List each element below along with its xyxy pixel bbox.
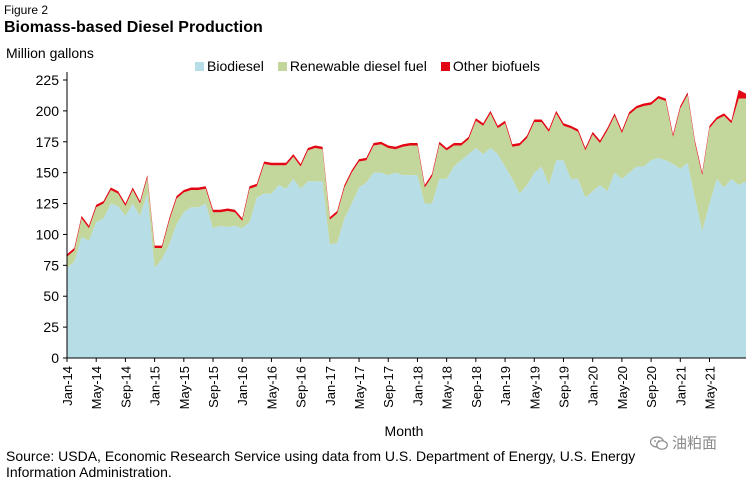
y-axis-label: Million gallons <box>6 45 94 61</box>
legend-swatch-renewable-diesel <box>277 61 287 71</box>
x-tick-label: Jan-15 <box>148 366 163 406</box>
legend-label-other-biofuels: Other biofuels <box>452 58 540 74</box>
x-tick-label: Sep-15 <box>206 366 221 408</box>
y-tick-label: 0 <box>51 350 59 366</box>
x-tick-label: Sep-19 <box>556 366 571 408</box>
legend-swatch-biodiesel <box>195 61 204 71</box>
x-tick-label: May-17 <box>352 366 367 409</box>
x-tick-label: May-20 <box>615 366 630 409</box>
area-series-renewable-diesel-fuel <box>67 94 746 268</box>
x-tick-label: Sep-20 <box>644 366 659 408</box>
x-tick-label: Sep-18 <box>469 366 484 408</box>
legend-label-biodiesel: Biodiesel <box>207 58 264 74</box>
x-tick-label: Jan-18 <box>410 366 425 406</box>
x-tick-label: Jan-19 <box>498 366 513 406</box>
watermark: 油粕面 <box>650 432 717 453</box>
watermark-text: 油粕面 <box>672 435 718 452</box>
y-tick-label: 225 <box>36 72 60 88</box>
x-tick-label: Sep-16 <box>294 366 309 408</box>
legend-swatch-other-biofuels <box>440 61 450 71</box>
legend-item-other-biofuels: Other biofuels <box>440 58 540 74</box>
x-tick-label: Jan-14 <box>60 366 75 406</box>
x-tick-label: Sep-17 <box>381 366 396 408</box>
x-tick-label: Jan-20 <box>586 366 601 406</box>
legend-label-renewable-diesel: Renewable diesel fuel <box>289 58 427 74</box>
source-note: Source: USDA, Economic Research Service … <box>6 448 636 480</box>
wechat-icon <box>650 435 668 450</box>
y-tick-label: 100 <box>36 226 60 242</box>
legend-item-biodiesel: Biodiesel <box>195 58 264 74</box>
chart-title: Biomass-based Diesel Production <box>4 19 263 36</box>
x-tick-label: Jan-21 <box>673 366 688 406</box>
y-tick-label: 75 <box>43 257 59 273</box>
x-tick-label: May-19 <box>527 366 542 409</box>
x-tick-label: May-21 <box>702 366 717 409</box>
x-tick-label: Jan-17 <box>323 366 338 406</box>
y-tick-label: 200 <box>36 103 60 119</box>
x-tick-label: May-16 <box>264 366 279 409</box>
y-tick-label: 175 <box>36 134 60 150</box>
y-tick-label: 125 <box>36 196 60 212</box>
x-tick-label: May-15 <box>177 366 192 409</box>
y-tick-label: 150 <box>36 165 60 181</box>
x-tick-label: Sep-14 <box>118 366 133 408</box>
legend-item-renewable-diesel: Renewable diesel fuel <box>277 58 427 74</box>
x-axis-label: Month <box>385 423 424 439</box>
x-tick-label: Jan-16 <box>235 366 250 406</box>
figure-label: Figure 2 <box>4 3 49 17</box>
y-tick-label: 25 <box>43 319 59 335</box>
x-tick-label: May-18 <box>440 366 455 409</box>
chart-legend: Biodiesel Renewable diesel fuel Other bi… <box>195 58 540 74</box>
x-tick-label: May-14 <box>89 366 104 409</box>
area-series-biodiesel <box>67 147 746 358</box>
y-tick-label: 50 <box>43 288 59 304</box>
